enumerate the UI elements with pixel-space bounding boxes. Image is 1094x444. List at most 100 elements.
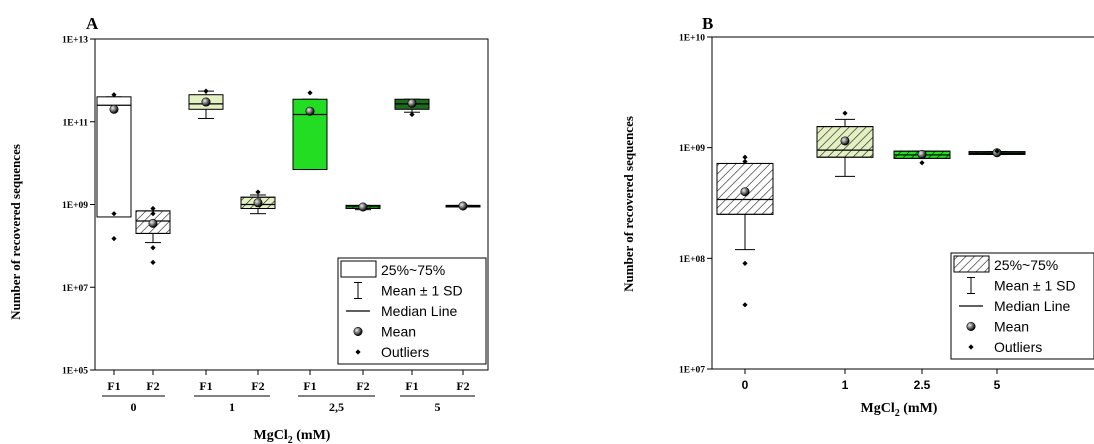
x-tick-label: 5: [994, 378, 1001, 392]
outlier-marker: [742, 154, 748, 160]
box-body: [96, 96, 132, 218]
x-tick-label: F2: [146, 379, 159, 393]
outlier-marker: [742, 302, 748, 308]
x-tick-label: F1: [199, 379, 212, 393]
panel-b-plot-frame: [711, 36, 1094, 370]
outlier-marker: [150, 205, 156, 212]
y-tick-label: 1E+10: [679, 34, 705, 44]
legend-entry-label: Median Line: [994, 298, 1070, 314]
outlier-marker: [150, 211, 156, 217]
panel-b-ylabel: Number of recovered sequences: [621, 116, 636, 292]
legend-entry-label: Mean ± 1 SD: [381, 283, 463, 299]
legend-entry-label: Mean: [994, 319, 1029, 335]
x-tick-label: F1: [303, 379, 316, 393]
mean-marker: [407, 98, 417, 108]
mean-marker: [148, 218, 158, 228]
x-tick-label: 2.5: [914, 378, 931, 392]
legend-mean-marker: [353, 326, 363, 336]
box-F2-0: [135, 205, 171, 265]
box-F1-0: [96, 92, 132, 242]
outlier-marker: [255, 189, 261, 195]
panel-b-y-ticks: 1E+07 1E+08 1E+09 1E+10: [679, 34, 712, 376]
panel-a-xlabel: MgCl2 (mM): [254, 428, 331, 444]
panel-a-boxes: [96, 88, 481, 265]
panel-a-y-ticks: 1E+05 1E+07 1E+09 1E+11 1E+13: [62, 36, 95, 377]
panel-b-legend: 25%~75% Mean ± 1 SD Median Line Mean Outlier…: [950, 252, 1094, 360]
legend-entry-label: 25%~75%: [994, 257, 1058, 273]
legend-entry-label: Mean: [381, 324, 416, 340]
mean-marker: [358, 202, 368, 212]
legend-swatch-hatch: [953, 255, 990, 273]
box-F1-1: [188, 88, 224, 119]
y-tick-label: 1E+13: [62, 36, 88, 46]
panel-b-boxes: [716, 110, 1026, 308]
box-5: [968, 148, 1026, 158]
x-tick-label: F1: [405, 379, 418, 393]
box-2.5: [893, 149, 951, 166]
panel-a-plot-frame: [94, 38, 489, 371]
legend-entry-label: Mean ± 1 SD: [994, 278, 1076, 294]
outlier-marker: [150, 259, 156, 265]
legend-entry-label: Median Line: [381, 303, 457, 319]
box-0: [716, 154, 774, 308]
panel-b-xlabel: MgCl2 (mM): [861, 401, 938, 419]
box-F1-5: [394, 98, 430, 118]
x-tick-label: 1: [842, 378, 849, 392]
x-tick-label: F1: [107, 379, 120, 393]
outlier-marker: [111, 235, 117, 242]
outlier-marker: [307, 90, 313, 96]
y-tick-label: 1E+05: [62, 367, 88, 377]
mean-marker: [458, 201, 468, 211]
legend-entry-label: Outliers: [381, 344, 429, 360]
box-F2-2,5: [345, 202, 381, 212]
outlier-marker: [742, 158, 748, 165]
legend-outlier-marker: [968, 344, 974, 350]
panel-a-legend: 25%~75% Mean ± 1 SD Median Line Mean Outlier…: [337, 257, 487, 365]
legend-mean-marker: [966, 321, 976, 331]
outlier-marker: [842, 110, 848, 116]
box-F2-5: [445, 201, 481, 211]
outlier-marker: [994, 148, 1000, 154]
outlier-marker: [111, 92, 117, 98]
x-tick-label: F2: [251, 379, 264, 393]
panel-a-label: A: [86, 14, 99, 33]
x-group-label: 0: [131, 400, 137, 414]
x-group-label: 5: [435, 400, 441, 414]
mean-marker: [253, 198, 263, 208]
mean-marker: [201, 97, 211, 107]
x-group-label: 1: [229, 400, 235, 414]
y-tick-label: 1E+08: [679, 255, 705, 265]
x-tick-label: F2: [356, 379, 369, 393]
box-F1-2,5: [292, 90, 328, 171]
panel-a-x-ticks: F1 F2 F1 F2 F1 F2 F1 F2 0 1 2,5 5: [102, 370, 475, 414]
box-F2-1: [240, 189, 276, 215]
mean-marker: [740, 187, 750, 197]
mean-marker: [840, 136, 850, 146]
legend-entry-label: 25%~75%: [381, 262, 445, 278]
outlier-marker: [919, 160, 925, 166]
y-tick-label: 1E+07: [62, 284, 88, 294]
panel-b-x-ticks: 0 1 2.5 5: [742, 369, 1001, 392]
box-1: [816, 110, 874, 177]
legend-swatch-box: [340, 260, 377, 278]
outlier-marker: [150, 245, 156, 251]
mean-marker: [917, 149, 927, 159]
outlier-marker: [111, 211, 117, 217]
panel-b-label: B: [702, 14, 713, 33]
outlier-marker: [742, 260, 748, 266]
x-tick-label: F2: [456, 379, 469, 393]
panel-a: A Number of recovered sequences 1E+05 1E+…: [8, 14, 489, 444]
outlier-marker: [409, 111, 415, 118]
mean-marker: [109, 104, 119, 114]
y-tick-label: 1E+07: [679, 366, 705, 376]
mean-marker: [305, 106, 315, 116]
legend-outlier-marker: [355, 349, 361, 355]
outlier-marker: [203, 88, 209, 94]
y-tick-label: 1E+11: [63, 118, 89, 128]
x-group-label: 2,5: [329, 400, 344, 414]
y-tick-label: 1E+09: [679, 144, 705, 154]
legend-entry-label: Outliers: [994, 339, 1042, 355]
panel-a-ylabel: Number of recovered sequences: [8, 144, 23, 320]
panel-b: B Number of recovered sequences 1E+071E+…: [621, 14, 1094, 419]
